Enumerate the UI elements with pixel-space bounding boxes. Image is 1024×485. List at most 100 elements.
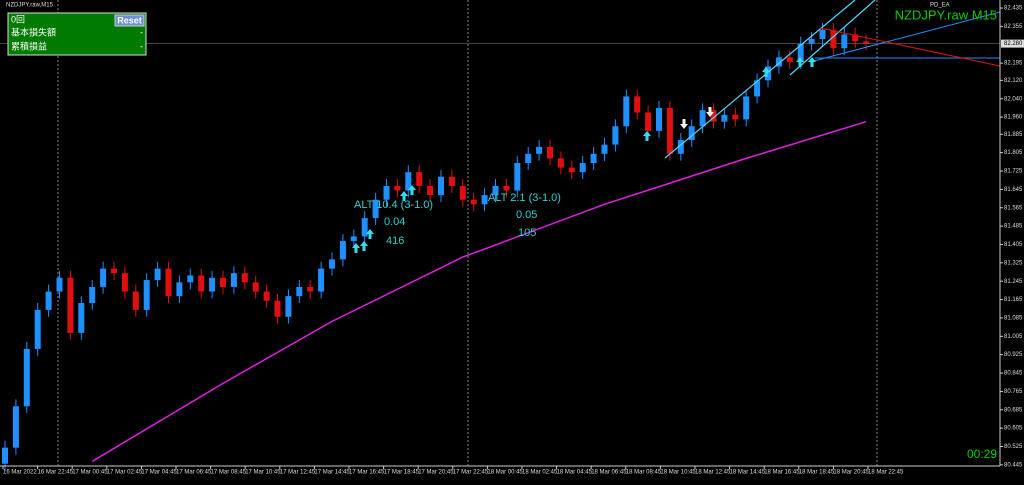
panel-row-value: - xyxy=(140,41,143,51)
candle-body xyxy=(89,286,96,304)
candle-body xyxy=(601,144,608,154)
buy-arrows xyxy=(352,57,816,253)
candle-body xyxy=(394,185,401,191)
x-tick-label: 17 Mar 16:45 xyxy=(349,470,385,476)
x-tick-label: 16 Mar 22:45 xyxy=(38,470,74,476)
trendline xyxy=(664,0,856,159)
candle-body xyxy=(568,167,575,173)
x-tick-label: 18 Mar 22:45 xyxy=(868,470,904,476)
annotation: 0.04 xyxy=(384,216,405,228)
y-tick-label: 81.805 xyxy=(1004,150,1023,156)
candle-body xyxy=(100,268,107,287)
reset-button[interactable] xyxy=(114,14,145,27)
candle-body xyxy=(209,277,216,292)
candle-body xyxy=(230,273,237,287)
symbol-label: NZDJPY.raw M15 xyxy=(895,7,997,22)
candle-body xyxy=(732,114,739,120)
candle-body xyxy=(383,185,390,200)
candle-body xyxy=(743,96,750,120)
x-tick-label: 17 Mar 06:45 xyxy=(176,470,212,476)
y-tick-label: 81.245 xyxy=(1004,279,1023,285)
candle-body xyxy=(579,162,586,173)
candle-body xyxy=(132,291,139,310)
candle-body xyxy=(361,218,368,237)
x-tick-label: 17 Mar 08:45 xyxy=(211,470,247,476)
candle-body xyxy=(405,172,412,191)
x-tick-label: 17 Mar 22:45 xyxy=(453,470,489,476)
candle-body xyxy=(775,57,782,67)
candle-body xyxy=(623,96,630,127)
candle-body xyxy=(634,96,641,113)
candle-body xyxy=(154,268,161,281)
candle-body xyxy=(819,29,826,40)
candle-body xyxy=(557,158,564,168)
candle-body xyxy=(797,43,804,62)
x-tick-label: 18 Mar 10:45 xyxy=(660,470,696,476)
x-tick-label: 18 Mar 04:45 xyxy=(557,470,593,476)
x-tick-label: 17 Mar 04:45 xyxy=(141,470,177,476)
x-tick-label: 16 Mar 2022 xyxy=(3,470,37,476)
annotation: 105 xyxy=(518,227,536,239)
candle-body xyxy=(710,110,717,122)
y-tick-label: 81.485 xyxy=(1004,224,1023,230)
x-tick-label: 17 Mar 02:45 xyxy=(107,470,143,476)
candle-body xyxy=(78,303,85,333)
candle-body xyxy=(699,110,706,127)
x-tick-label: 18 Mar 12:45 xyxy=(695,470,731,476)
y-tick-label: 81.725 xyxy=(1004,169,1023,175)
x-tick-label: 18 Mar 18:45 xyxy=(799,470,835,476)
candle-body xyxy=(448,176,455,186)
candle-body xyxy=(285,296,292,317)
y-tick-label: 80.445 xyxy=(1004,462,1023,468)
candle-body xyxy=(241,273,248,283)
candle-body xyxy=(656,107,662,131)
candle-body xyxy=(470,199,477,205)
y-tick-label: 82.435 xyxy=(1004,6,1023,12)
ea-label: PD_EA xyxy=(930,3,950,9)
moving-average xyxy=(91,120,867,463)
candle-body xyxy=(863,41,870,44)
window-title: NZDJPY.raw,M15 xyxy=(6,3,54,9)
reset-label[interactable]: Reset xyxy=(117,15,142,25)
y-tick-label: 80.605 xyxy=(1004,426,1023,432)
y-tick-label: 81.325 xyxy=(1004,260,1023,266)
y-tick-label: 80.845 xyxy=(1004,371,1023,377)
candle-body xyxy=(274,300,281,317)
candle-body xyxy=(830,29,837,49)
y-tick-label: 80.525 xyxy=(1004,444,1023,450)
candle-body xyxy=(318,268,325,292)
x-tick-label: 18 Mar 14:45 xyxy=(730,470,766,476)
x-tick-label: 17 Mar 10:45 xyxy=(245,470,281,476)
x-tick-label: 18 Mar 00:45 xyxy=(487,470,523,476)
candle-body xyxy=(165,268,172,297)
candle-body xyxy=(688,126,695,141)
y-tick-label: 82.120 xyxy=(1004,78,1023,84)
sell-arrows xyxy=(680,107,714,129)
candle-body xyxy=(23,348,30,407)
candle-body xyxy=(372,199,379,219)
candle-body xyxy=(459,185,466,200)
panel-row-value: - xyxy=(140,27,143,37)
panel-count: 0回 xyxy=(11,14,25,24)
candle-body xyxy=(721,114,728,122)
marks xyxy=(2,22,870,471)
candle-body xyxy=(329,259,335,269)
candle-body xyxy=(12,406,19,448)
y-tick-label: 80.685 xyxy=(1004,407,1023,413)
candle-body xyxy=(852,34,859,42)
candle-body xyxy=(612,126,619,145)
candle-body xyxy=(525,153,532,163)
candle-body xyxy=(492,185,499,196)
panel-row-label: 累積損益 xyxy=(11,40,47,51)
candle-body xyxy=(263,291,270,301)
candle-body xyxy=(438,176,444,196)
x-tick-label: 18 Mar 06:45 xyxy=(591,470,627,476)
candle-body xyxy=(307,286,314,292)
candle-body xyxy=(176,282,183,297)
y-tick-label: 81.005 xyxy=(1004,334,1023,340)
candle-body xyxy=(503,185,510,191)
x-tick-label: 17 Mar 00:45 xyxy=(72,470,108,476)
annotation: ALT 10.4 (3-1.0) xyxy=(354,199,433,211)
y-tick-label: 81.085 xyxy=(1004,316,1023,322)
